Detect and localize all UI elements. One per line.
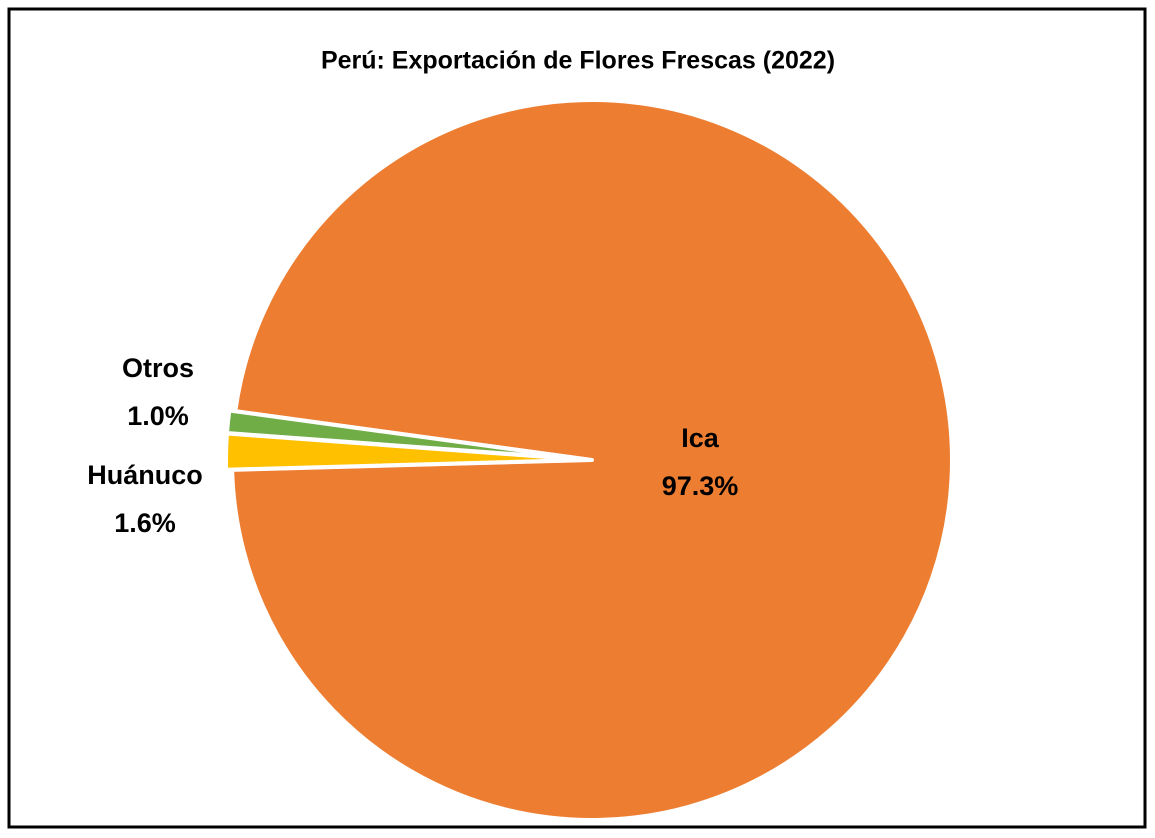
- slice-value-label: 97.3%: [662, 471, 739, 501]
- chart-title: Perú: Exportación de Flores Frescas (202…: [321, 47, 835, 75]
- slice-label: Huánuco: [87, 460, 203, 490]
- slice-label: Ica: [681, 423, 720, 453]
- pie-slice: [224, 408, 589, 462]
- slice-label: Otros: [122, 353, 194, 383]
- slice-value-label: 1.6%: [114, 508, 176, 538]
- slice-value-label: 1.0%: [127, 401, 189, 431]
- pie-slice: [230, 98, 954, 822]
